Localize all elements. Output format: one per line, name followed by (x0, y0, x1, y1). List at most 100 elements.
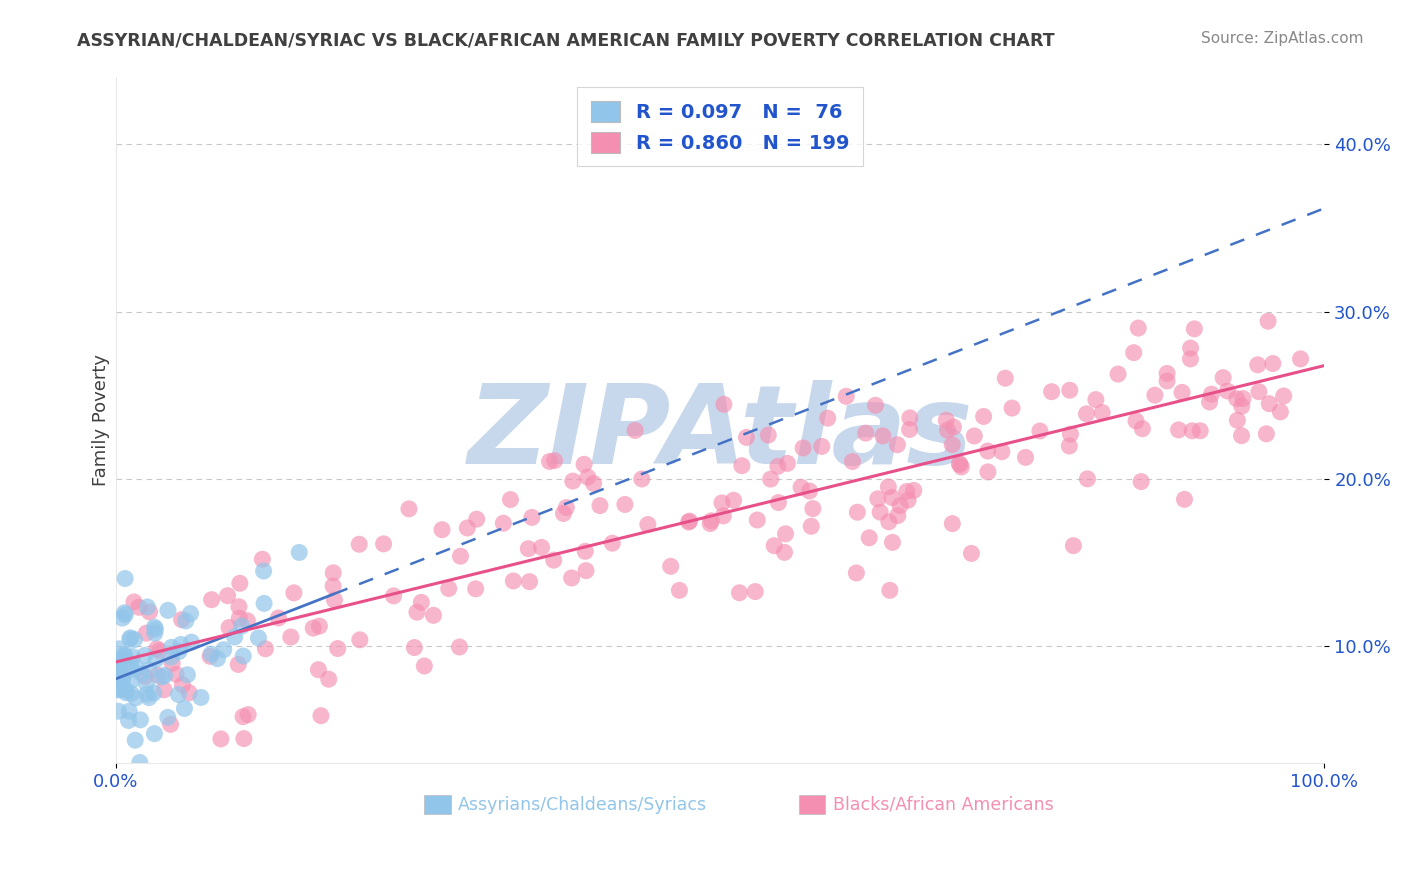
Point (236, 614, 259, 628)
Point (112, 680, 135, 694)
Point (1212, 370, 1234, 384)
Point (153, 682, 176, 697)
Point (318, 672, 340, 686)
Point (841, 454, 863, 468)
Point (936, 423, 959, 437)
Point (121, 649, 143, 664)
Point (1261, 357, 1284, 371)
Point (135, 677, 157, 691)
Point (148, 644, 170, 658)
Point (180, 607, 202, 621)
Point (492, 516, 515, 531)
Point (678, 515, 700, 529)
Point (1167, 423, 1189, 437)
Point (153, 668, 176, 682)
Point (889, 499, 911, 513)
Point (543, 453, 565, 467)
Point (322, 579, 344, 593)
Point (283, 586, 305, 600)
Point (252, 564, 274, 578)
Point (846, 505, 869, 519)
Point (309, 708, 332, 723)
Point (118, 704, 141, 718)
Point (1198, 395, 1220, 409)
Point (499, 492, 522, 507)
Point (323, 593, 346, 607)
Point (174, 614, 197, 628)
Point (167, 644, 190, 658)
Point (776, 457, 799, 471)
Point (160, 640, 183, 655)
Point (1001, 401, 1024, 415)
Point (142, 686, 165, 700)
Point (866, 491, 889, 506)
Point (678, 514, 700, 528)
Point (963, 429, 986, 443)
Text: ASSYRIAN/CHALDEAN/SYRIAC VS BLACK/AFRICAN AMERICAN FAMILY POVERTY CORRELATION CH: ASSYRIAN/CHALDEAN/SYRIAC VS BLACK/AFRICA… (77, 31, 1054, 49)
Point (713, 397, 735, 411)
Point (437, 582, 460, 596)
Point (1059, 384, 1081, 398)
Point (835, 389, 858, 403)
Text: Source: ZipAtlas.com: Source: ZipAtlas.com (1201, 31, 1364, 46)
Point (1062, 539, 1084, 553)
Point (198, 649, 221, 664)
Point (159, 717, 181, 731)
Point (465, 512, 488, 526)
Point (1029, 424, 1052, 438)
Point (948, 457, 970, 471)
Point (630, 472, 652, 486)
Point (430, 523, 453, 537)
Point (115, 686, 138, 700)
Point (941, 438, 963, 452)
Point (218, 621, 240, 635)
Point (799, 483, 821, 498)
Point (1226, 392, 1249, 406)
Point (145, 652, 167, 666)
Point (302, 621, 325, 635)
Point (114, 683, 136, 698)
Point (538, 454, 561, 468)
Point (172, 678, 194, 692)
Point (136, 687, 159, 701)
Point (145, 622, 167, 636)
FancyBboxPatch shape (425, 796, 451, 814)
Point (1181, 424, 1204, 438)
Point (1230, 399, 1253, 413)
Point (232, 709, 254, 723)
Point (1059, 439, 1081, 453)
Point (1040, 384, 1063, 399)
Point (229, 576, 252, 591)
Point (942, 420, 965, 434)
Point (114, 572, 136, 586)
Point (903, 483, 925, 498)
Point (1257, 314, 1279, 328)
Point (1130, 422, 1153, 436)
Point (1076, 472, 1098, 486)
Point (872, 429, 894, 443)
Point (589, 499, 612, 513)
Point (135, 626, 157, 640)
Point (456, 521, 478, 535)
Point (711, 508, 734, 523)
Point (561, 474, 583, 488)
Point (107, 671, 129, 685)
Point (120, 631, 142, 645)
Point (105, 664, 128, 678)
Point (120, 687, 142, 701)
Point (950, 459, 973, 474)
Point (949, 458, 972, 472)
Point (1272, 389, 1295, 403)
Point (176, 667, 198, 681)
Point (792, 441, 814, 455)
Point (165, 667, 187, 681)
Point (120, 662, 142, 676)
Point (572, 458, 595, 472)
Point (855, 426, 877, 441)
Point (280, 630, 302, 644)
Point (977, 465, 1000, 479)
Point (322, 566, 344, 580)
Point (128, 756, 150, 770)
Point (555, 500, 578, 515)
Point (543, 553, 565, 567)
